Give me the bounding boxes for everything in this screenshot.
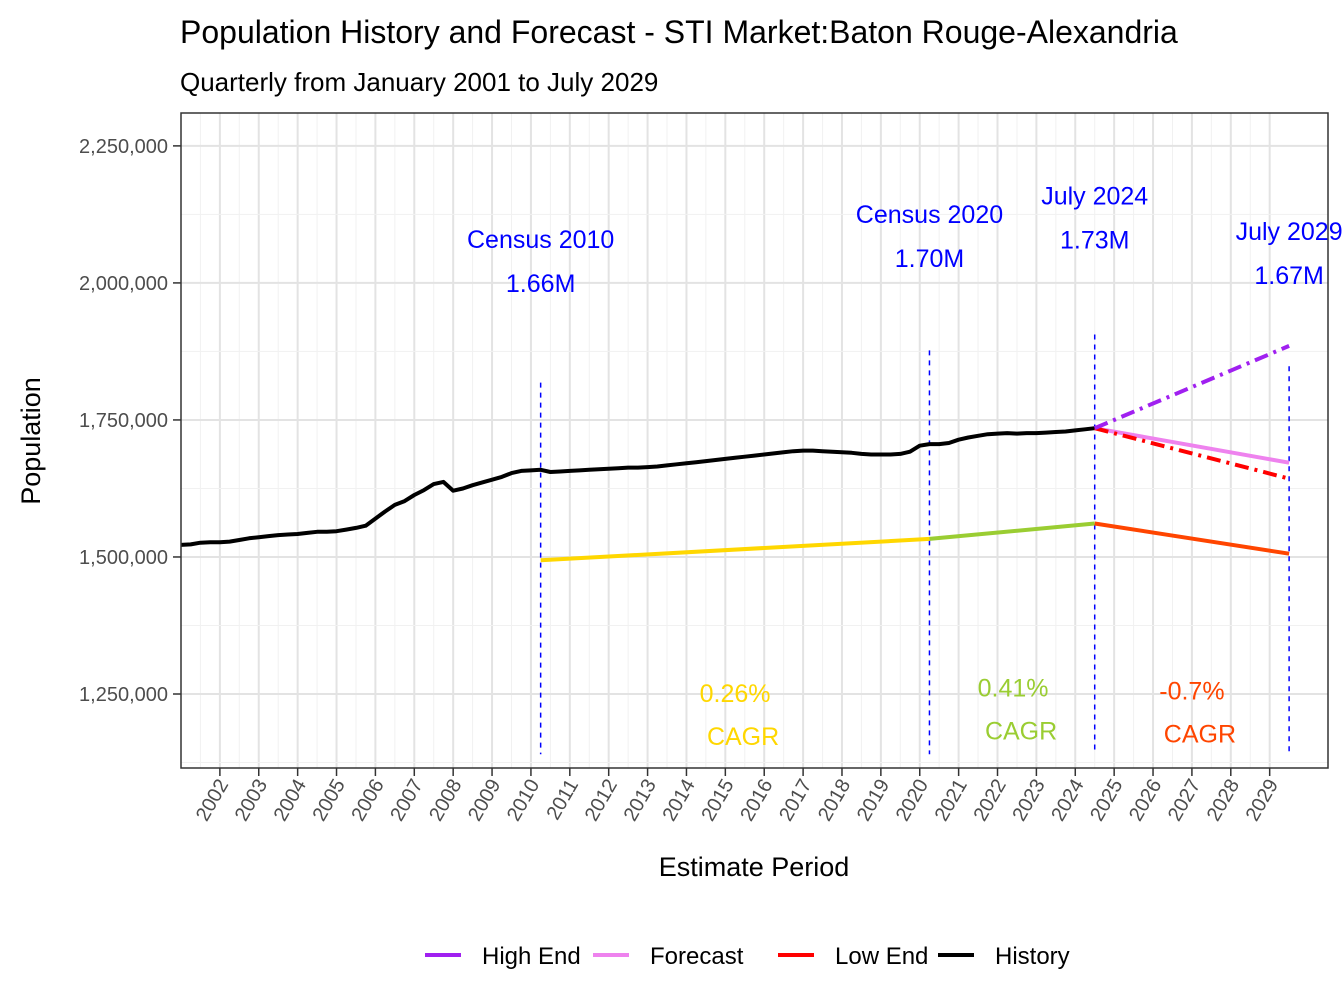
series-line-low-end [1094, 426, 1290, 481]
census-guide-lines [539, 334, 1290, 755]
x-tick-label: 2007 [386, 776, 427, 826]
x-tick-label: 2024 [1047, 776, 1088, 826]
y-tick-label: 1,500,000 [79, 547, 168, 569]
x-tick-label: 2012 [581, 776, 622, 826]
x-tick-label: 2015 [697, 776, 738, 826]
y-tick-label: 1,250,000 [79, 684, 168, 706]
x-tick-label: 2028 [1203, 776, 1244, 826]
chart-subtitle: Quarterly from January 2001 to July 2029 [180, 67, 658, 97]
x-tick-label: 2009 [464, 776, 505, 826]
x-tick-label: 2025 [1086, 776, 1127, 826]
cagr-text-label: CAGR [707, 723, 779, 751]
legend-label: Low End [835, 943, 928, 970]
x-tick-label: 2018 [814, 776, 855, 826]
x-tick-label: 2026 [1125, 776, 1166, 826]
chart-title: Population History and Forecast - STI Ma… [180, 14, 1178, 50]
census-annotation-label: Census 2020 [856, 201, 1003, 229]
census-annotation-value: 1.66M [506, 270, 575, 298]
legend-label: Forecast [650, 943, 744, 970]
x-tick-label: 2010 [503, 776, 544, 826]
x-tick-label: 2017 [775, 776, 816, 826]
y-tick-label: 1,750,000 [79, 410, 168, 432]
y-tick-label: 2,000,000 [79, 273, 168, 295]
x-tick-label: 2003 [231, 776, 272, 826]
legend-label: High End [482, 943, 581, 970]
cagr-value-label: 0.26% [700, 680, 771, 708]
series-line-cagr-2010-2020 [540, 536, 930, 563]
x-tick-label: 2019 [853, 776, 894, 826]
series-line-forecast [1094, 426, 1290, 465]
series-line-cagr-2020-2024 [929, 521, 1095, 541]
x-tick-label: 2016 [736, 776, 777, 826]
x-tick-label: 2005 [309, 776, 350, 826]
x-tick-label: 2006 [347, 776, 388, 826]
census-annotation-label: July 2024 [1041, 183, 1148, 211]
x-tick-label: 2013 [620, 776, 661, 826]
x-tick-label: 2020 [892, 776, 933, 826]
series-line-cagr-2024-2029 [1094, 521, 1290, 556]
x-axis-label: Estimate Period [659, 852, 850, 882]
census-annotation-value: 1.70M [895, 245, 964, 273]
x-tick-label: 2002 [192, 776, 233, 826]
series-lines [180, 344, 1290, 563]
census-annotation-label: Census 2010 [467, 226, 614, 254]
series-line-history [180, 426, 1095, 547]
census-annotation-value: 1.67M [1254, 262, 1323, 290]
cagr-value-label: 0.41% [978, 675, 1049, 703]
cagr-value-label: -0.7% [1159, 677, 1224, 705]
cagr-text-label: CAGR [985, 718, 1057, 746]
x-tick-label: 2011 [543, 776, 584, 824]
x-tick-label: 2014 [658, 776, 699, 826]
legend: High End Forecast Low End History [425, 943, 1070, 970]
x-tick-label: 2029 [1242, 776, 1283, 826]
y-tick-label: 2,250,000 [79, 136, 168, 158]
annotations: Census 2010 1.66M Census 2020 1.70M July 202… [467, 183, 1343, 752]
cagr-text-label: CAGR [1164, 720, 1236, 748]
grid [181, 113, 1328, 768]
y-axis-label: Population [16, 377, 46, 505]
x-tick-label: 2022 [970, 776, 1011, 826]
x-tick-label: 2021 [931, 776, 972, 826]
series-line-high-end [1093, 344, 1290, 431]
x-tick-label: 2023 [1008, 776, 1049, 826]
plot-panel-border [180, 112, 1329, 769]
x-tick-label: 2008 [425, 776, 466, 826]
x-tick-label: 2027 [1164, 776, 1205, 826]
census-annotation-value: 1.73M [1060, 227, 1129, 255]
x-tick-label: 2004 [270, 776, 311, 826]
census-annotation-label: July 2029 [1236, 218, 1343, 246]
legend-label: History [995, 943, 1070, 970]
